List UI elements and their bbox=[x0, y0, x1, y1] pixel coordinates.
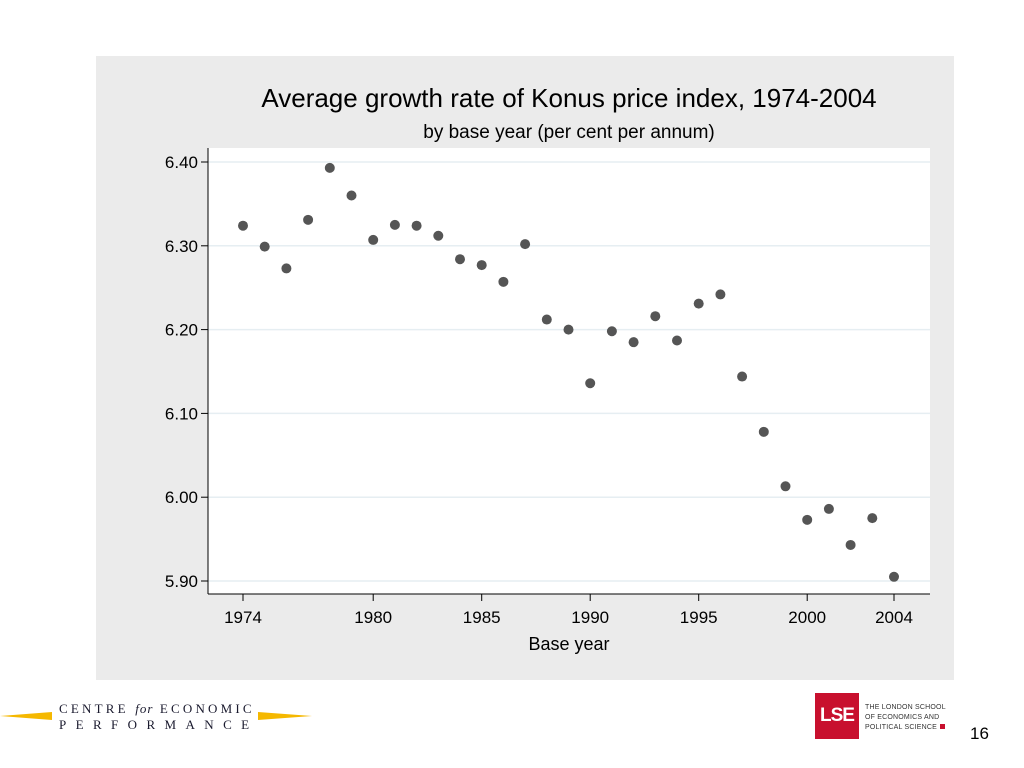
data-point bbox=[455, 254, 465, 265]
x-tick-label: 1974 bbox=[224, 608, 262, 627]
y-tick-label: 6.40 bbox=[165, 153, 198, 172]
data-point bbox=[802, 514, 813, 525]
chart-title: Average growth rate of Konus price index… bbox=[261, 83, 876, 113]
data-point bbox=[433, 230, 444, 241]
data-point bbox=[520, 239, 531, 250]
y-tick-label: 6.10 bbox=[165, 404, 198, 423]
data-point bbox=[541, 314, 552, 325]
data-point bbox=[411, 220, 422, 231]
data-point bbox=[867, 513, 878, 524]
data-point bbox=[823, 503, 834, 514]
data-point bbox=[346, 190, 357, 201]
data-point bbox=[498, 276, 509, 287]
x-tick-label: 1995 bbox=[680, 608, 718, 627]
cep-logo: CENTRE for ECONOMIC PERFORMANCE bbox=[0, 700, 320, 736]
data-point bbox=[628, 337, 639, 348]
x-tick-label: 2000 bbox=[788, 608, 826, 627]
data-point bbox=[672, 335, 682, 346]
data-point bbox=[585, 378, 596, 389]
lse-line-2: OF ECONOMICS AND bbox=[865, 714, 940, 721]
chart-subtitle: by base year (per cent per annum) bbox=[423, 122, 715, 143]
data-point bbox=[650, 311, 661, 322]
y-tick-label: 6.20 bbox=[165, 321, 198, 340]
data-points bbox=[238, 162, 899, 582]
lse-mark: LSE bbox=[815, 693, 859, 739]
data-point bbox=[693, 298, 704, 309]
data-point bbox=[324, 162, 335, 173]
data-point bbox=[476, 260, 487, 271]
x-tick-label: 1980 bbox=[354, 608, 392, 627]
cep-performance: PERFORMANCE bbox=[59, 717, 259, 732]
data-point bbox=[563, 324, 574, 335]
y-tick-label: 6.30 bbox=[165, 237, 198, 256]
data-point bbox=[780, 481, 791, 492]
data-point bbox=[389, 219, 400, 230]
x-tick-label: 2004 bbox=[875, 608, 913, 627]
cep-economic: ECONOMIC bbox=[159, 701, 255, 716]
lse-line-3-text: POLITICAL SCIENCE bbox=[865, 724, 937, 731]
data-point bbox=[281, 263, 292, 274]
data-point bbox=[368, 234, 379, 245]
data-point bbox=[259, 241, 270, 252]
x-tick-label: 1985 bbox=[463, 608, 501, 627]
x-axis-label: Base year bbox=[528, 634, 609, 654]
data-point bbox=[238, 220, 248, 231]
chart-panel: Average growth rate of Konus price index… bbox=[96, 56, 954, 680]
y-tick-label: 5.90 bbox=[165, 572, 198, 591]
cep-for: for bbox=[135, 701, 154, 716]
data-point bbox=[715, 289, 726, 300]
data-point bbox=[889, 571, 899, 582]
data-point bbox=[303, 214, 314, 225]
chart-svg: Average growth rate of Konus price index… bbox=[165, 83, 930, 654]
plot-area bbox=[208, 148, 930, 594]
axes: 6.40 6.30 6.20 6.10 6.00 5.90 1974 1980 1985 1990… bbox=[165, 148, 930, 627]
cep-centre: CENTRE bbox=[59, 701, 129, 716]
y-tick-label: 6.00 bbox=[165, 488, 198, 507]
cep-right-bar bbox=[258, 712, 312, 720]
lse-line-3: POLITICAL SCIENCE bbox=[865, 724, 945, 731]
data-point bbox=[758, 426, 769, 437]
data-point bbox=[737, 371, 748, 382]
x-tick-label: 1990 bbox=[571, 608, 609, 627]
lse-square-icon bbox=[940, 724, 945, 729]
page-number: 16 bbox=[970, 724, 989, 743]
data-point bbox=[606, 326, 617, 337]
lse-line-1: THE LONDON SCHOOL bbox=[865, 704, 946, 711]
data-point bbox=[845, 539, 856, 550]
lse-logo: LSE THE LONDON SCHOOL OF ECONOMICS AND P… bbox=[815, 693, 946, 739]
cep-line-1: CENTRE for ECONOMIC bbox=[59, 701, 255, 717]
cep-left-bar bbox=[0, 712, 52, 720]
